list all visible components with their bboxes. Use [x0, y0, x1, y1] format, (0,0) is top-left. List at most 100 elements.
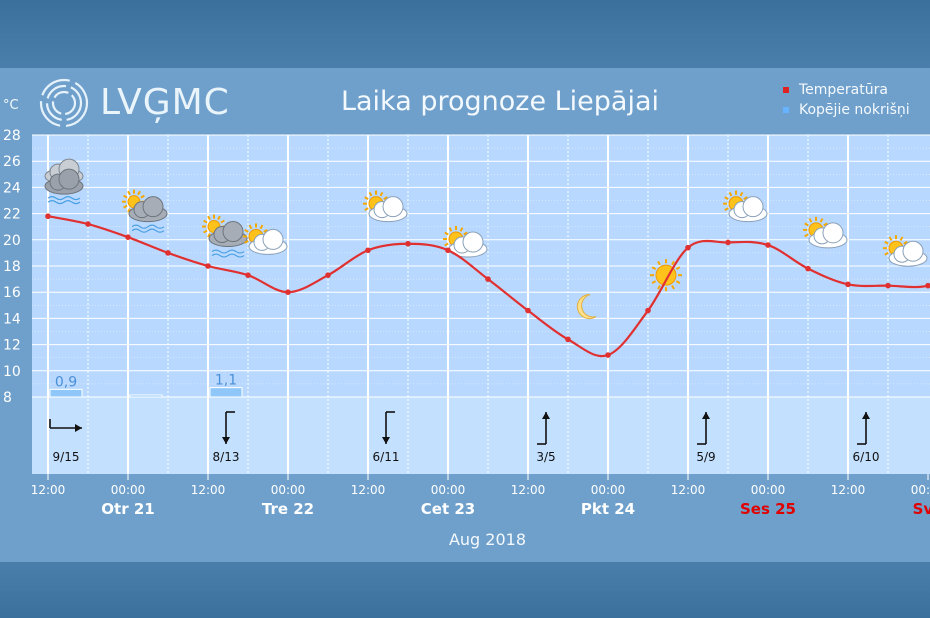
sun-ray: [364, 196, 369, 201]
wind-arrow-shape: [382, 411, 395, 444]
sun-ray: [804, 222, 809, 227]
cloud-shape: [58, 168, 80, 190]
wind-arrow-icon: [222, 411, 235, 444]
temperature-point: [285, 289, 291, 296]
cloud-shape: [382, 196, 404, 218]
cloud-shape: [142, 196, 164, 218]
lvgmc-logo-icon: [39, 78, 89, 128]
sun-ray: [203, 229, 208, 234]
temperature-point: [405, 240, 411, 247]
wind-arrow-shape: [857, 412, 870, 445]
temperature-point: [885, 282, 891, 289]
wind-arrow-head: [222, 437, 230, 444]
sun-ray: [743, 196, 748, 201]
legend: Temperatūra Kopējie nokrišņi: [783, 80, 910, 120]
x-axis-area: [32, 474, 930, 504]
wind-arrow-icon: [382, 411, 395, 444]
x-tick-label: 00:00: [591, 483, 626, 497]
sun-ray: [903, 240, 908, 245]
sun-ray: [379, 191, 384, 197]
x-tick-label: 12:00: [191, 483, 226, 497]
legend-swatch-temperature: [783, 87, 789, 93]
cloud-shape: [222, 221, 244, 243]
temperature-point: [805, 265, 811, 272]
precipitation-value-label: 1,1: [215, 373, 237, 389]
sun-ray: [123, 194, 128, 199]
sun-ray: [207, 215, 211, 221]
day-label: Svē: [913, 500, 930, 518]
x-tick-label: 12:00: [511, 483, 546, 497]
temperature-line: [47, 215, 930, 358]
sun-ray: [651, 266, 657, 271]
sun-ray: [259, 224, 264, 230]
cloud-shape: [902, 240, 924, 262]
sun-ray: [739, 191, 744, 197]
rain-lines: [47, 200, 81, 205]
x-tick-label: 00:00: [111, 483, 146, 497]
y-tick-label: 22: [3, 207, 21, 223]
moon-icon: [576, 294, 597, 320]
y-tick-label: 20: [3, 233, 21, 249]
sun-cloud-icon: [363, 190, 408, 223]
sun-cloud-icon: [723, 190, 768, 223]
day-label: Otr 21: [101, 500, 154, 518]
temperature-point: [165, 250, 171, 256]
sun-ray: [671, 285, 675, 290]
sun-ray: [448, 227, 453, 232]
sun-ray: [217, 215, 221, 221]
y-tick-label: 8: [3, 390, 12, 406]
legend-item-precipitation: Kopējie nokrišņi: [783, 100, 910, 120]
wind-arrow-shape: [537, 412, 550, 445]
sun-ray: [884, 251, 889, 256]
sun-ray: [207, 232, 211, 238]
wind-arrow-head: [702, 412, 710, 419]
temperature-point: [365, 247, 371, 254]
top-band: [0, 0, 930, 68]
sun-cloud-icon: [443, 226, 488, 258]
temperature-point: [845, 281, 851, 288]
temperature-point: [45, 213, 51, 220]
temperature-point: [765, 242, 771, 248]
y-tick-label: 18: [3, 259, 21, 275]
wind-speed-label: 5/9: [696, 450, 715, 464]
sun-cloud-rain-icon: [202, 214, 248, 258]
x-tick-label: 12:00: [31, 483, 66, 497]
sun-ray: [203, 219, 208, 224]
month-label: Aug 2018: [448, 530, 527, 549]
wind-arrow-head: [862, 412, 870, 419]
day-label: Ses 25: [740, 500, 796, 518]
temperature-point: [925, 282, 930, 289]
rain-lines: [47, 196, 81, 201]
wind-arrow-head: [542, 412, 550, 419]
wind-arrow-shape: [49, 419, 82, 432]
temperature-point: [565, 336, 571, 343]
legend-label-temperature: Temperatūra: [799, 82, 888, 98]
wind-arrow-icon: [697, 412, 710, 445]
temperature-point: [245, 272, 251, 278]
temperature-point: [325, 272, 331, 278]
rain-cloud-icon: [44, 158, 84, 205]
precipitation-value-label: 0,9: [55, 374, 77, 390]
sun-ray: [364, 207, 369, 212]
wind-speed-label: 3/5: [536, 450, 555, 464]
sun-ray: [823, 222, 828, 227]
day-label: Pkt 24: [581, 500, 635, 518]
y-tick-label: 14: [3, 311, 21, 327]
rain-lines: [211, 253, 245, 258]
wind-arrow-shape: [222, 411, 235, 444]
x-tick-label: 12:00: [671, 483, 706, 497]
sun-ray: [127, 190, 131, 196]
temperature-point: [725, 239, 731, 246]
cloud-shape: [262, 228, 284, 250]
precipitation-bar: [129, 394, 163, 398]
bottom-band: [0, 562, 930, 618]
sun-ray: [463, 231, 468, 236]
sun-cloud-icon: [803, 216, 848, 249]
wind-speed-label: 6/11: [373, 450, 400, 464]
sun-ray: [123, 204, 128, 209]
legend-item-temperature: Temperatūra: [783, 80, 910, 100]
sun-ray: [244, 240, 249, 244]
temperature-point: [485, 276, 491, 282]
x-tick-label: 00:00: [271, 483, 306, 497]
